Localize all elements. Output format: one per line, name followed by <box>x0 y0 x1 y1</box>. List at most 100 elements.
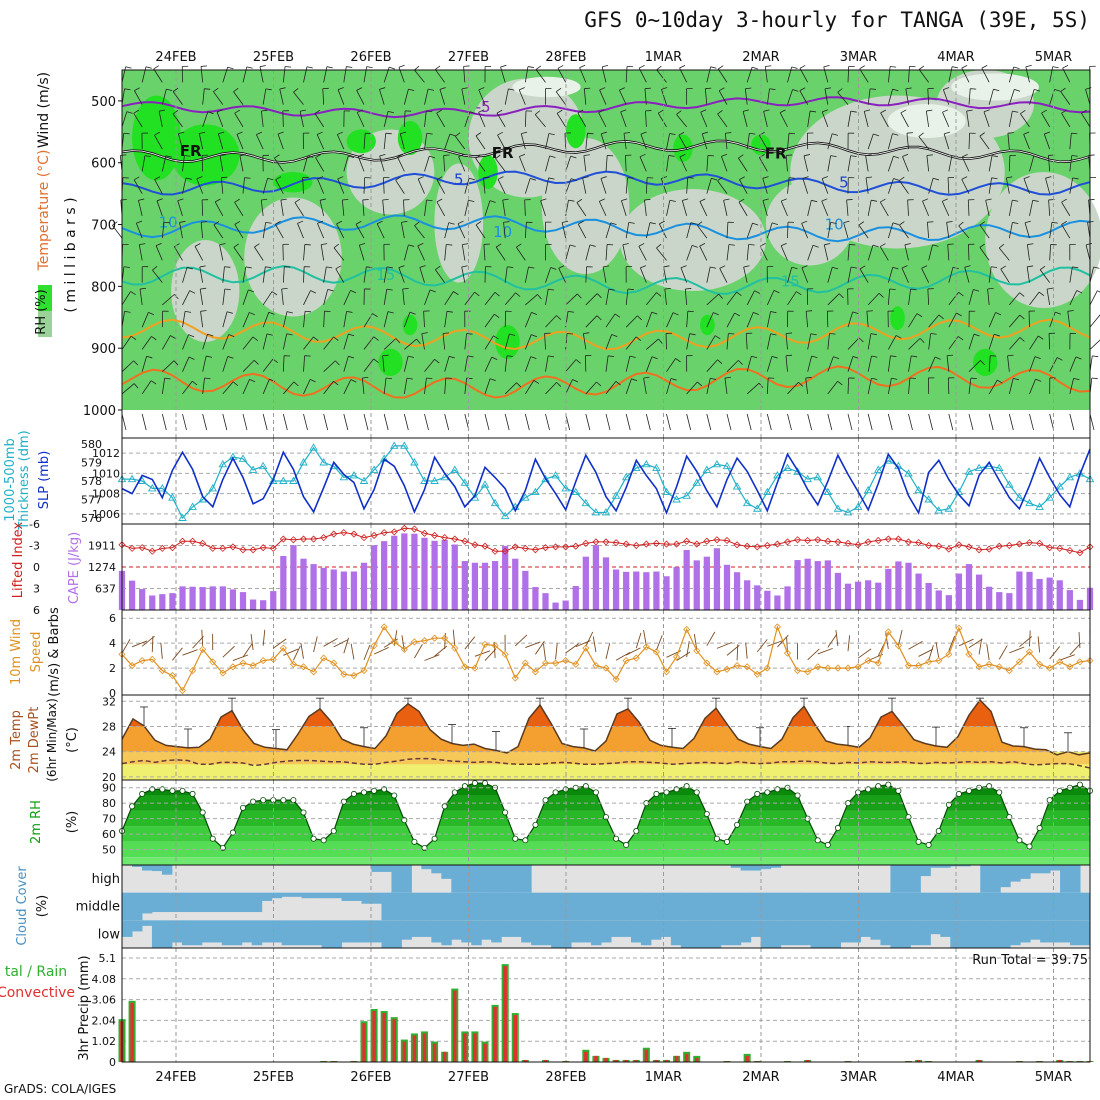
wind-barb <box>1007 355 1010 372</box>
rh-point <box>955 790 962 797</box>
wind-barb-10m <box>835 630 839 647</box>
wind-barb <box>942 112 950 128</box>
wind-barb <box>535 69 546 83</box>
wind-barb-flag <box>386 266 393 269</box>
wind-barb-flag <box>1020 109 1026 115</box>
temp-tick-label: 28 <box>102 720 116 733</box>
cloud-bar <box>301 920 313 946</box>
wind-barb-flag <box>478 87 485 91</box>
wind-barb-flag <box>549 155 556 158</box>
wind-barb-flag <box>1073 377 1080 381</box>
wind-barb <box>780 201 788 217</box>
rh-point <box>350 790 357 797</box>
cloud-bar <box>990 892 1001 921</box>
wind-speed-point <box>1066 663 1074 671</box>
wind-barb-10m <box>493 641 496 658</box>
wind-barb <box>706 178 712 194</box>
wind-barb <box>182 177 187 194</box>
wind-barb-flag <box>932 244 939 247</box>
wind-barb <box>968 360 981 372</box>
wind-barb-flag <box>271 291 278 296</box>
wind-barb <box>686 245 693 261</box>
wind-barb <box>282 110 284 127</box>
wind-barb <box>357 156 365 172</box>
wind-barb-flag <box>133 176 140 181</box>
cape-bar <box>925 582 932 610</box>
cloud-bar <box>1060 892 1071 921</box>
cloud-bar <box>471 865 482 893</box>
wind-barb-flag <box>199 131 206 134</box>
cloud-bar <box>271 920 283 943</box>
cloud-bar <box>391 865 402 893</box>
wind-barb <box>182 413 187 431</box>
wind-barb <box>134 90 143 105</box>
cloud-bar <box>141 920 153 926</box>
li-point <box>199 539 207 547</box>
rh-point <box>663 789 670 796</box>
cape-tick-label: 1911 <box>88 540 116 553</box>
wind-speed-point <box>582 644 590 652</box>
wind-barb <box>202 413 208 431</box>
wind-barb-flag <box>274 154 280 159</box>
precip-convective-bar <box>805 1059 810 1062</box>
wind-barb-flag <box>455 132 461 137</box>
wind-barb <box>200 222 204 239</box>
wind-barb <box>661 89 667 105</box>
wind-barb <box>983 111 990 128</box>
rh-point <box>310 835 317 842</box>
precip-convective-bar <box>745 1055 749 1062</box>
cloud-bar <box>122 892 133 921</box>
wind-barb-flag <box>337 87 344 91</box>
wind-barb <box>403 413 409 431</box>
cloud-bar <box>181 892 193 913</box>
wind-barb-flag <box>599 87 606 91</box>
wind-barb <box>121 336 132 350</box>
wind-barb <box>442 333 446 350</box>
wind-barb-flag <box>457 220 464 225</box>
wind-barb <box>201 199 204 216</box>
thickness-point <box>571 487 581 496</box>
precip-convective-bar <box>604 1057 608 1062</box>
wind-barb <box>503 222 506 239</box>
wind-barb <box>383 377 387 394</box>
thickness-point <box>732 482 742 490</box>
wind-barb-flag <box>629 355 636 358</box>
cape-bar <box>1076 599 1084 610</box>
li-point <box>310 535 318 543</box>
wind-barb <box>464 377 467 394</box>
cloud-bar <box>800 920 812 946</box>
wind-barb-flag <box>639 153 646 158</box>
rh-point <box>1006 814 1013 821</box>
wind-barb-flag <box>350 290 357 294</box>
wind-barb <box>316 134 325 150</box>
cloud-bar <box>980 892 991 921</box>
date-label-top: 27FEB <box>448 50 489 65</box>
wind-barb-flag <box>798 381 804 387</box>
wind-speed-point <box>773 623 781 631</box>
cloud-bar <box>291 920 303 946</box>
wind-barb-flag <box>346 311 353 313</box>
wind-barb-flag <box>130 335 137 340</box>
wind-barb-flag <box>156 198 163 202</box>
wind-barb <box>555 91 566 105</box>
wind-barb-flag <box>934 356 941 360</box>
wind-barb <box>964 267 970 283</box>
wind-speed-point <box>178 686 187 695</box>
thickness-point <box>279 476 288 484</box>
rh-point <box>1016 837 1023 844</box>
wind-barb <box>1069 356 1077 372</box>
wind-barb <box>202 88 205 105</box>
wind-barb <box>947 177 950 194</box>
wind-barb <box>666 312 674 328</box>
wind-barb <box>719 268 728 283</box>
wind-barb <box>908 288 912 305</box>
wind-barb-flag <box>313 336 319 341</box>
cloud-bar <box>451 920 462 940</box>
wind-speed-point <box>602 664 610 672</box>
wind-barb-10m <box>424 654 440 661</box>
li-point <box>1046 544 1054 552</box>
thickness-point <box>642 459 651 468</box>
thickness-tick-label: 578 <box>81 475 102 488</box>
wind-barb-flag <box>200 287 207 290</box>
wind-speed-point <box>219 669 227 677</box>
